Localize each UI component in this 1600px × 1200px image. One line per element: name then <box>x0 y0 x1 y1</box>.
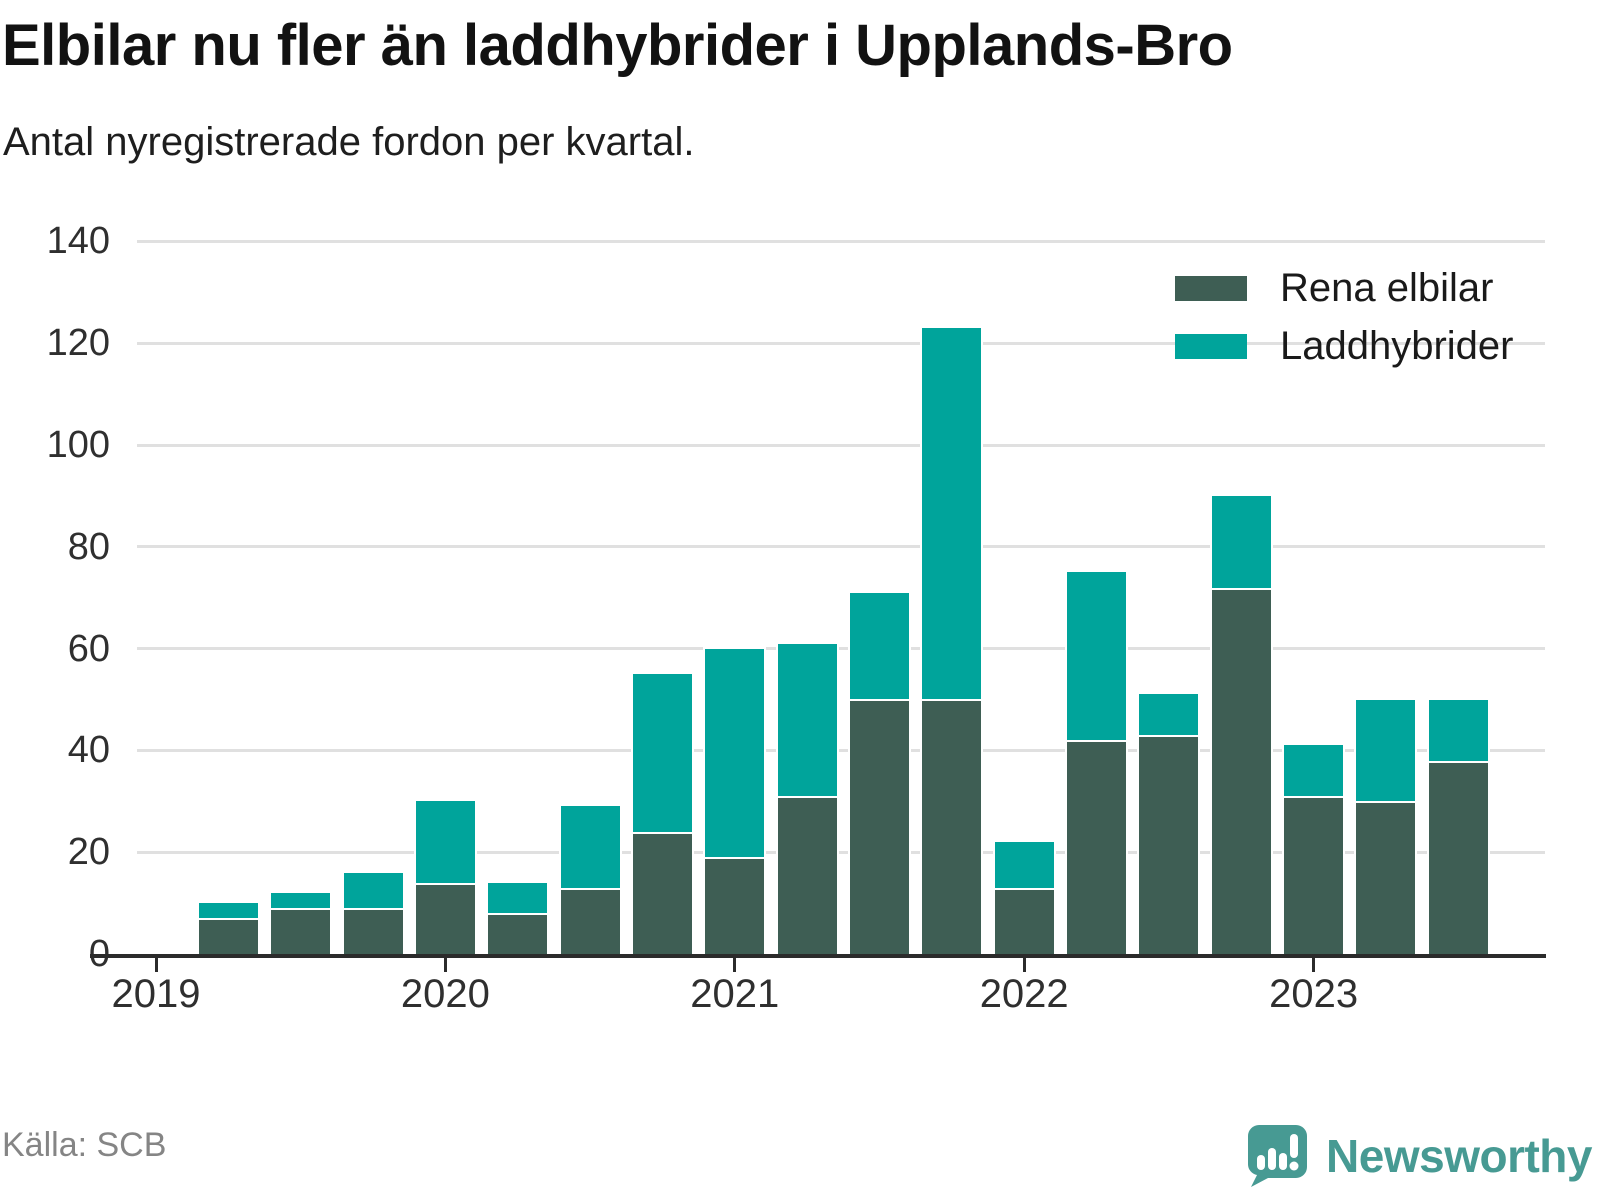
speech-bubble-bar-chart-icon <box>1248 1125 1308 1187</box>
source-note: Källa: SCB <box>2 1126 167 1164</box>
bar-2019-K4-laddhybrider <box>343 872 403 909</box>
bar-2021-K3-rena-elbilar <box>850 699 909 954</box>
bar-2023-K3-laddhybrider <box>1428 699 1488 761</box>
gridline-100 <box>137 443 1545 447</box>
x-axis-line <box>90 954 1546 958</box>
x-tick-label-2023: 2023 <box>1269 972 1359 1016</box>
bar-2021-K2-rena-elbilar <box>777 796 837 954</box>
bar-2022-K2-rena-elbilar <box>1067 740 1127 954</box>
bar-2020-K4-laddhybrider <box>632 674 692 832</box>
bar-2023-K3-rena-elbilar <box>1428 760 1488 954</box>
x-tick-2022 <box>1022 958 1026 972</box>
bar-2022-K4-rena-elbilar <box>1211 587 1271 954</box>
x-tick-label-2020: 2020 <box>400 972 490 1016</box>
legend-item-laddhybrider: Laddhybrider <box>1175 324 1514 369</box>
bar-2022-K2-laddhybrider <box>1067 572 1127 741</box>
bar-2020-K1-laddhybrider <box>415 801 475 883</box>
brand-logo: Newsworthy <box>1246 1124 1592 1188</box>
bar-2022-K1-rena-elbilar <box>994 887 1054 954</box>
y-tick-label-20: 20 <box>67 831 110 874</box>
bar-2019-K2-rena-elbilar <box>198 918 258 954</box>
x-tick-2020 <box>443 958 447 972</box>
bar-2021-K3-laddhybrider <box>850 592 909 700</box>
y-tick-label-120: 120 <box>46 322 110 365</box>
x-tick-2019 <box>154 958 158 972</box>
bar-2023-K2-laddhybrider <box>1356 699 1416 802</box>
legend-label: Laddhybrider <box>1280 324 1514 368</box>
x-tick-label-2021: 2021 <box>690 972 780 1016</box>
bar-2020-K3-laddhybrider <box>560 806 620 888</box>
y-tick-label-100: 100 <box>46 424 110 466</box>
gridline-140 <box>137 239 1545 243</box>
bar-2020-K2-laddhybrider <box>488 882 548 914</box>
legend-swatch-rena-elbilar <box>1175 276 1247 301</box>
chart-subtitle: Antal nyregistrerade fordon per kvartal. <box>3 120 695 164</box>
bar-2021-K4-rena-elbilar <box>922 699 982 954</box>
bar-2021-K1-rena-elbilar <box>705 857 765 954</box>
bar-2020-K2-rena-elbilar <box>488 913 548 954</box>
gridline-80 <box>137 545 1545 549</box>
legend-label: Rena elbilar <box>1280 266 1494 310</box>
bar-2020-K1-rena-elbilar <box>415 882 475 954</box>
gridline-40 <box>137 748 1545 752</box>
gridline-20 <box>137 850 1545 854</box>
bar-2023-K1-rena-elbilar <box>1284 796 1344 954</box>
gridline-120 <box>137 341 1545 345</box>
x-tick-label-2022: 2022 <box>979 972 1069 1016</box>
legend: Rena elbilar Laddhybrider <box>1175 266 1514 382</box>
bar-2019-K2-laddhybrider <box>198 903 258 919</box>
bar-2023-K2-rena-elbilar <box>1356 801 1416 954</box>
brand-name: Newsworthy <box>1326 1130 1592 1182</box>
x-tick-2023 <box>1312 958 1316 972</box>
bar-2019-K3-rena-elbilar <box>271 908 331 954</box>
bar-2020-K4-rena-elbilar <box>632 831 692 954</box>
bar-2022-K3-laddhybrider <box>1139 694 1199 736</box>
bar-2022-K3-rena-elbilar <box>1139 735 1199 954</box>
gridline-60 <box>137 647 1545 651</box>
bar-2019-K3-laddhybrider <box>271 892 331 909</box>
legend-item-rena-elbilar: Rena elbilar <box>1175 266 1514 311</box>
bar-2022-K1-laddhybrider <box>994 842 1054 888</box>
bar-2019-K4-rena-elbilar <box>343 908 403 954</box>
x-tick-2021 <box>733 958 737 972</box>
bar-2021-K4-laddhybrider <box>922 327 982 700</box>
bar-2020-K3-rena-elbilar <box>560 887 620 954</box>
bar-2021-K2-laddhybrider <box>777 643 837 797</box>
legend-swatch-laddhybrider <box>1175 334 1247 359</box>
bar-2023-K1-laddhybrider <box>1284 745 1344 797</box>
x-tick-label-2019: 2019 <box>111 972 201 1016</box>
y-tick-label-80: 80 <box>67 525 110 568</box>
y-tick-label-140: 140 <box>46 220 110 263</box>
chart-title: Elbilar nu fler än laddhybrider i Upplan… <box>2 13 1233 78</box>
y-tick-label-40: 40 <box>67 729 110 772</box>
bar-2022-K4-laddhybrider <box>1211 495 1271 588</box>
bar-2021-K1-laddhybrider <box>705 648 765 858</box>
y-tick-label-60: 60 <box>67 627 110 670</box>
